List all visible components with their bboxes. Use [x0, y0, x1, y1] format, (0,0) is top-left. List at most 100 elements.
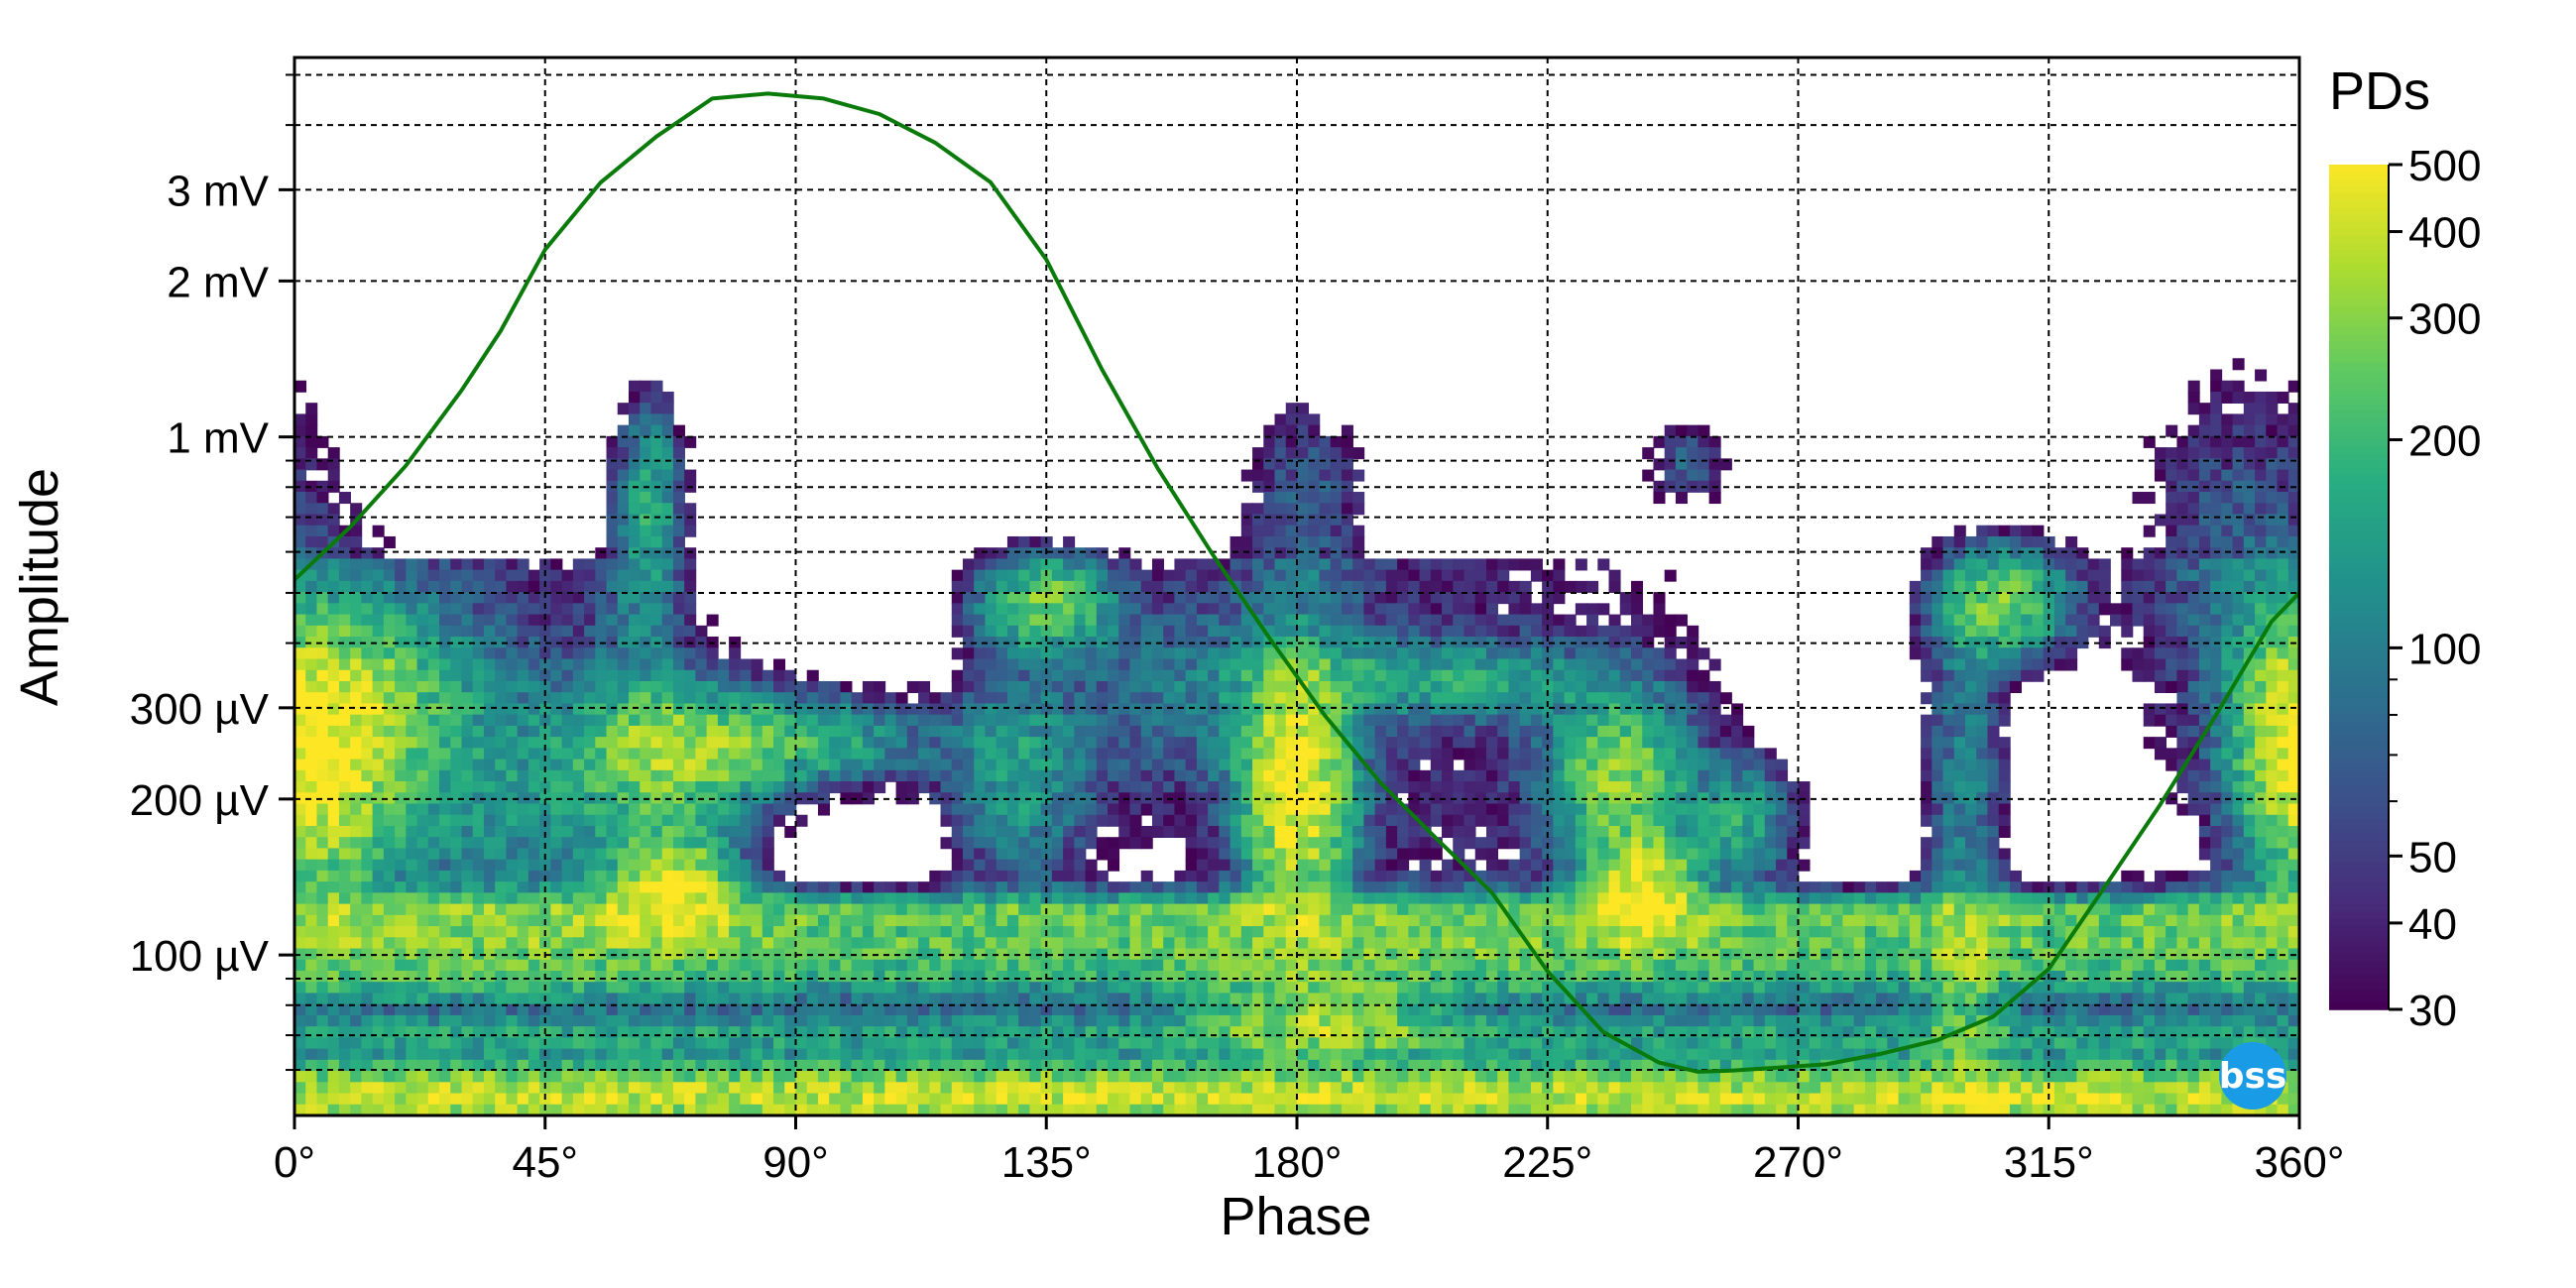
heatmap-cell	[1151, 737, 1164, 750]
heatmap-cell	[2166, 647, 2178, 660]
heatmap-cell	[1519, 814, 1532, 827]
heatmap-cell	[906, 781, 919, 794]
heatmap-cell	[1308, 525, 1321, 537]
heatmap-cell	[1174, 759, 1187, 771]
heatmap-cell	[874, 748, 886, 761]
heatmap-cell	[305, 614, 318, 627]
heatmap-cell	[2232, 592, 2245, 605]
heatmap-cell	[974, 637, 987, 649]
heatmap-cell	[483, 892, 496, 905]
heatmap-cell	[2287, 848, 2299, 861]
heatmap-cell	[1151, 569, 1164, 582]
heatmap-cell	[294, 859, 307, 872]
heatmap-cell	[672, 469, 685, 482]
heatmap-cell	[1274, 759, 1287, 771]
heatmap-cell	[874, 759, 886, 771]
heatmap-cell	[1274, 535, 1287, 548]
heatmap-cell	[650, 503, 663, 516]
heatmap-cell	[1229, 625, 1242, 638]
heatmap-cell	[461, 848, 474, 861]
heatmap-cell	[1397, 725, 1410, 738]
heatmap-cell	[2176, 881, 2189, 894]
heatmap-cell	[1051, 614, 1064, 627]
heatmap-cell	[483, 848, 496, 861]
heatmap-cell	[1998, 669, 2011, 682]
heatmap-cell	[461, 614, 474, 627]
heatmap-cell	[1151, 759, 1164, 771]
heatmap-cell	[1464, 737, 1476, 750]
heatmap-cell	[606, 859, 619, 872]
heatmap-cell	[1063, 592, 1076, 605]
heatmap-cell	[1965, 547, 1978, 560]
heatmap-cell	[629, 592, 642, 605]
heatmap-cell	[1285, 603, 1298, 616]
heatmap-cell	[1352, 492, 1365, 505]
heatmap-cell	[795, 737, 808, 750]
heatmap-cell	[395, 647, 408, 660]
heatmap-cell	[539, 669, 552, 682]
heatmap-cell	[517, 848, 529, 861]
heatmap-cell	[606, 703, 619, 716]
heatmap-cell	[1208, 614, 1221, 627]
heatmap-cell	[483, 870, 496, 882]
heatmap-cell	[985, 680, 997, 693]
heatmap-cell	[383, 903, 396, 916]
heatmap-cell	[2154, 680, 2166, 693]
heatmap-cell	[361, 837, 374, 850]
heatmap-cell	[1687, 892, 1699, 905]
heatmap-cell	[350, 647, 363, 660]
heatmap-cell	[1987, 658, 2000, 671]
heatmap-cell	[327, 669, 340, 682]
heatmap-cell	[1653, 680, 1666, 693]
heatmap-cell	[1921, 614, 1933, 627]
heatmap-cell	[1219, 614, 1231, 627]
heatmap-cell	[640, 525, 652, 537]
heatmap-cell	[740, 848, 753, 861]
heatmap-cell	[617, 692, 630, 705]
heatmap-cell	[1374, 569, 1387, 582]
heatmap-cell	[1274, 859, 1287, 872]
heatmap-cell	[1664, 825, 1677, 839]
heatmap-cell	[416, 658, 429, 671]
heatmap-cell	[327, 848, 340, 861]
heatmap-cell	[1942, 769, 1955, 782]
heatmap-cell	[1453, 825, 1465, 839]
heatmap-cell	[1163, 769, 1176, 782]
heatmap-cell	[2009, 614, 2022, 627]
heatmap-cell	[1285, 703, 1298, 716]
heatmap-cell	[840, 892, 853, 905]
heatmap-cell	[1442, 759, 1455, 771]
heatmap-cell	[1374, 580, 1387, 593]
heatmap-cell	[1108, 881, 1120, 894]
heatmap-cell	[1308, 535, 1321, 548]
heatmap-cell	[472, 737, 485, 750]
heatmap-cell	[672, 859, 685, 872]
heatmap-cell	[1708, 781, 1721, 794]
heatmap-cell	[2243, 424, 2256, 437]
heatmap-cell	[706, 658, 719, 671]
heatmap-cell	[1219, 725, 1231, 738]
heatmap-cell	[1921, 803, 1933, 816]
heatmap-cell	[1932, 614, 1944, 627]
heatmap-cell	[350, 748, 363, 761]
heatmap-cell	[1497, 558, 1510, 571]
heatmap-cell	[305, 692, 318, 705]
heatmap-cell	[829, 737, 842, 750]
heatmap-cell	[327, 825, 340, 839]
heatmap-cell	[1341, 814, 1353, 827]
heatmap-cell	[1397, 892, 1410, 905]
heatmap-cell	[350, 859, 363, 872]
heatmap-cell	[773, 737, 786, 750]
heatmap-cell	[1608, 881, 1621, 894]
heatmap-cell	[1953, 881, 1966, 894]
heatmap-cell	[2287, 424, 2299, 437]
heatmap-cell	[1129, 803, 1142, 816]
heatmap-cell	[416, 892, 429, 905]
heatmap-cell	[1297, 781, 1310, 794]
heatmap-cell	[1330, 669, 1343, 682]
heatmap-cell	[2277, 737, 2289, 750]
heatmap-cell	[2255, 525, 2268, 537]
heatmap-cell	[472, 603, 485, 616]
heatmap-cell	[439, 725, 452, 738]
heatmap-cell	[1519, 781, 1532, 794]
